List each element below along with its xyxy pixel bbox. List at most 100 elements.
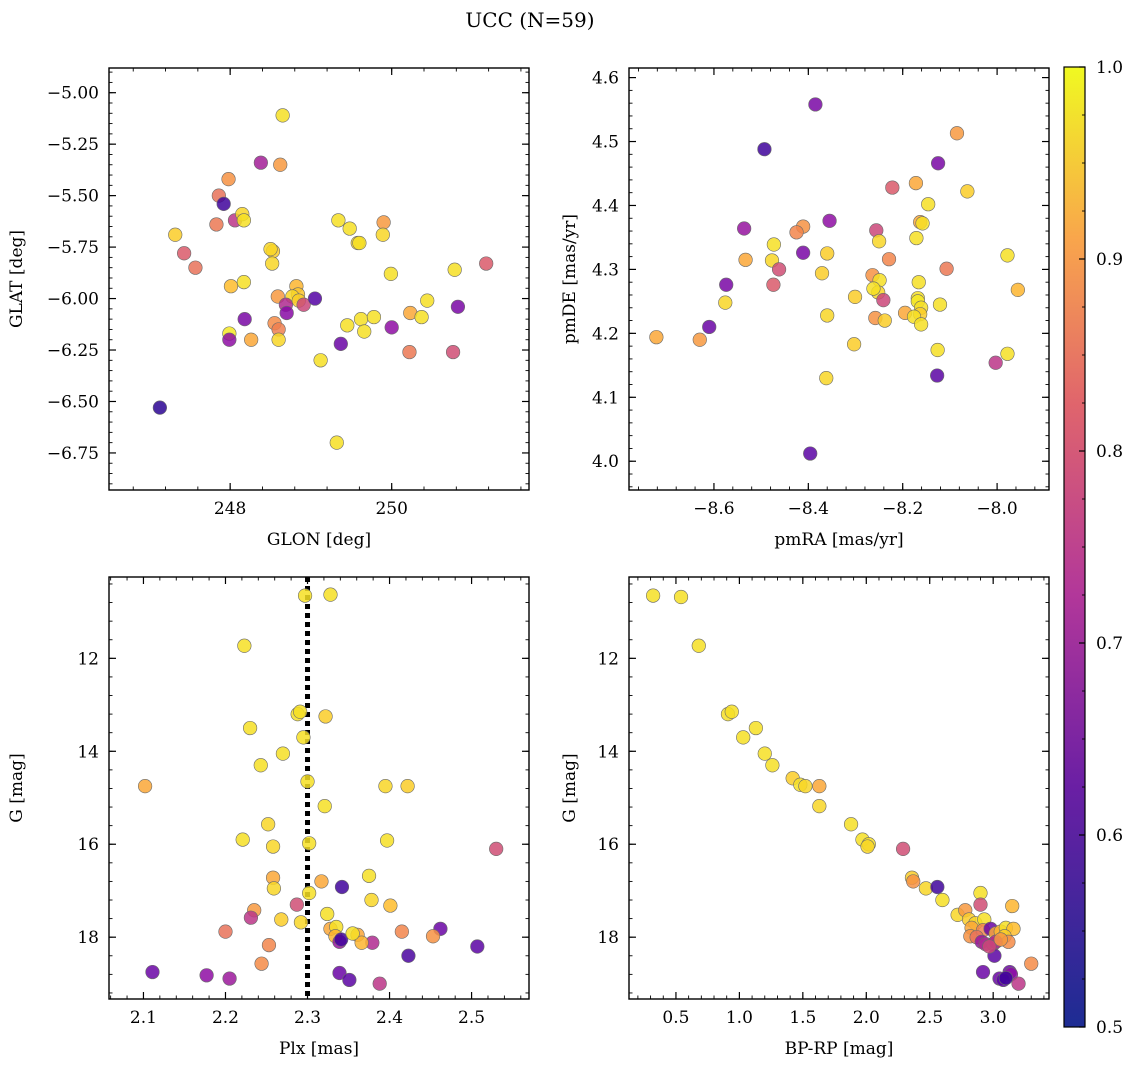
data-point <box>803 446 818 461</box>
data-point <box>275 746 291 761</box>
data-point <box>1010 282 1025 297</box>
data-point <box>271 332 286 347</box>
y-tick-label: 4.1 <box>592 388 619 408</box>
data-point <box>266 881 281 896</box>
y-axis-label: G [mag] <box>7 753 27 822</box>
figure-title: UCC (N=59) <box>465 8 594 32</box>
data-point <box>383 266 398 281</box>
data-point <box>820 246 835 261</box>
data-point <box>243 910 259 925</box>
data-point <box>253 155 268 170</box>
data-point <box>400 779 415 794</box>
data-point <box>323 587 338 602</box>
x-tick-label: 3.0 <box>980 1008 1007 1028</box>
data-point <box>445 344 461 360</box>
data-point <box>352 235 367 251</box>
data-point <box>911 275 926 290</box>
data-point <box>1000 248 1015 263</box>
data-point <box>379 833 395 848</box>
x-tick-label: 2.2 <box>212 1008 239 1028</box>
panel-top-left: 248 250 −5.00 −5.25 −5.50 −5.75 −6.00 −6.25 −6.5… <box>7 67 530 550</box>
y-axis-label: pmDE [mas/yr] <box>560 214 580 344</box>
data-point <box>425 929 441 944</box>
x-tick-label: −8.6 <box>693 499 734 519</box>
data-point <box>302 885 317 901</box>
data-point <box>333 336 348 351</box>
data-point <box>812 799 827 814</box>
panel-top-right: −8.6 −8.4 −8.2 −8.0 4.0 4.1 4.2 4.3 4.4 4.5 4.6 pmR… <box>560 67 1050 550</box>
x-tick-label: 2.5 <box>458 1008 485 1028</box>
data-point <box>988 355 1003 370</box>
data-point <box>766 237 781 252</box>
data-point <box>906 874 921 889</box>
y-tick-label: 4.0 <box>592 452 619 472</box>
data-point <box>702 319 717 335</box>
data-point <box>765 758 780 773</box>
x-axis-label: BP-RP [mag] <box>785 1039 894 1059</box>
data-point <box>275 108 290 123</box>
data-point <box>296 730 311 745</box>
y-tick-label: 4.2 <box>592 324 619 344</box>
data-point <box>479 256 494 271</box>
data-point <box>724 704 739 719</box>
data-point <box>1000 346 1015 361</box>
y-tick-label: 4.5 <box>592 133 619 153</box>
x-tick-label: 248 <box>214 499 246 519</box>
data-point <box>915 216 930 231</box>
y-tick-label: 16 <box>77 835 99 855</box>
y-tick-label: −5.75 <box>47 238 99 258</box>
data-point <box>719 277 734 292</box>
colorbar-gradient <box>1063 66 1086 1028</box>
y-tick-label: −5.00 <box>47 84 99 104</box>
data-point <box>279 305 294 321</box>
data-point <box>420 293 435 308</box>
data-point <box>736 730 751 745</box>
data-point <box>812 779 827 794</box>
data-point <box>302 836 317 851</box>
y-tick-label: −6.75 <box>47 444 99 464</box>
data-point <box>738 252 753 267</box>
data-point <box>297 588 313 603</box>
data-point <box>376 215 391 230</box>
data-point <box>345 926 360 941</box>
y-tick-label: 12 <box>597 649 619 669</box>
data-point <box>450 299 466 314</box>
data-point <box>757 142 772 157</box>
data-point <box>361 868 377 883</box>
data-point <box>401 948 416 963</box>
data-point <box>737 221 752 236</box>
data-point <box>237 638 252 653</box>
y-tick-label: 14 <box>597 742 619 762</box>
data-point <box>819 371 834 386</box>
data-point <box>334 932 349 947</box>
y-tick-label: 12 <box>77 649 99 669</box>
data-point <box>342 972 357 988</box>
data-point <box>261 937 277 953</box>
x-tick-label: −8.4 <box>788 499 829 519</box>
data-point <box>235 832 250 847</box>
data-point <box>265 256 280 271</box>
data-point <box>932 297 948 312</box>
data-point <box>222 971 237 986</box>
colorbar-tick-label: 0.7 <box>1096 634 1123 654</box>
data-point <box>470 939 485 954</box>
data-point <box>317 799 332 814</box>
data-point <box>982 939 997 954</box>
y-tick-label: 4.4 <box>592 196 619 216</box>
data-point <box>209 217 224 232</box>
y-axis-label: GLAT [deg] <box>7 230 27 328</box>
data-point <box>307 291 323 306</box>
data-point <box>354 935 369 950</box>
data-point <box>771 262 787 277</box>
data-point <box>876 293 891 308</box>
colorbar-tick-label: 0.9 <box>1096 250 1123 270</box>
axes-frame <box>628 576 1050 1000</box>
data-point <box>649 330 664 345</box>
data-point <box>375 227 390 242</box>
y-tick-label: 18 <box>77 928 99 948</box>
data-point <box>384 320 399 335</box>
x-tick-label: 2.4 <box>376 1008 403 1028</box>
data-point <box>814 266 830 281</box>
data-point <box>930 342 945 358</box>
